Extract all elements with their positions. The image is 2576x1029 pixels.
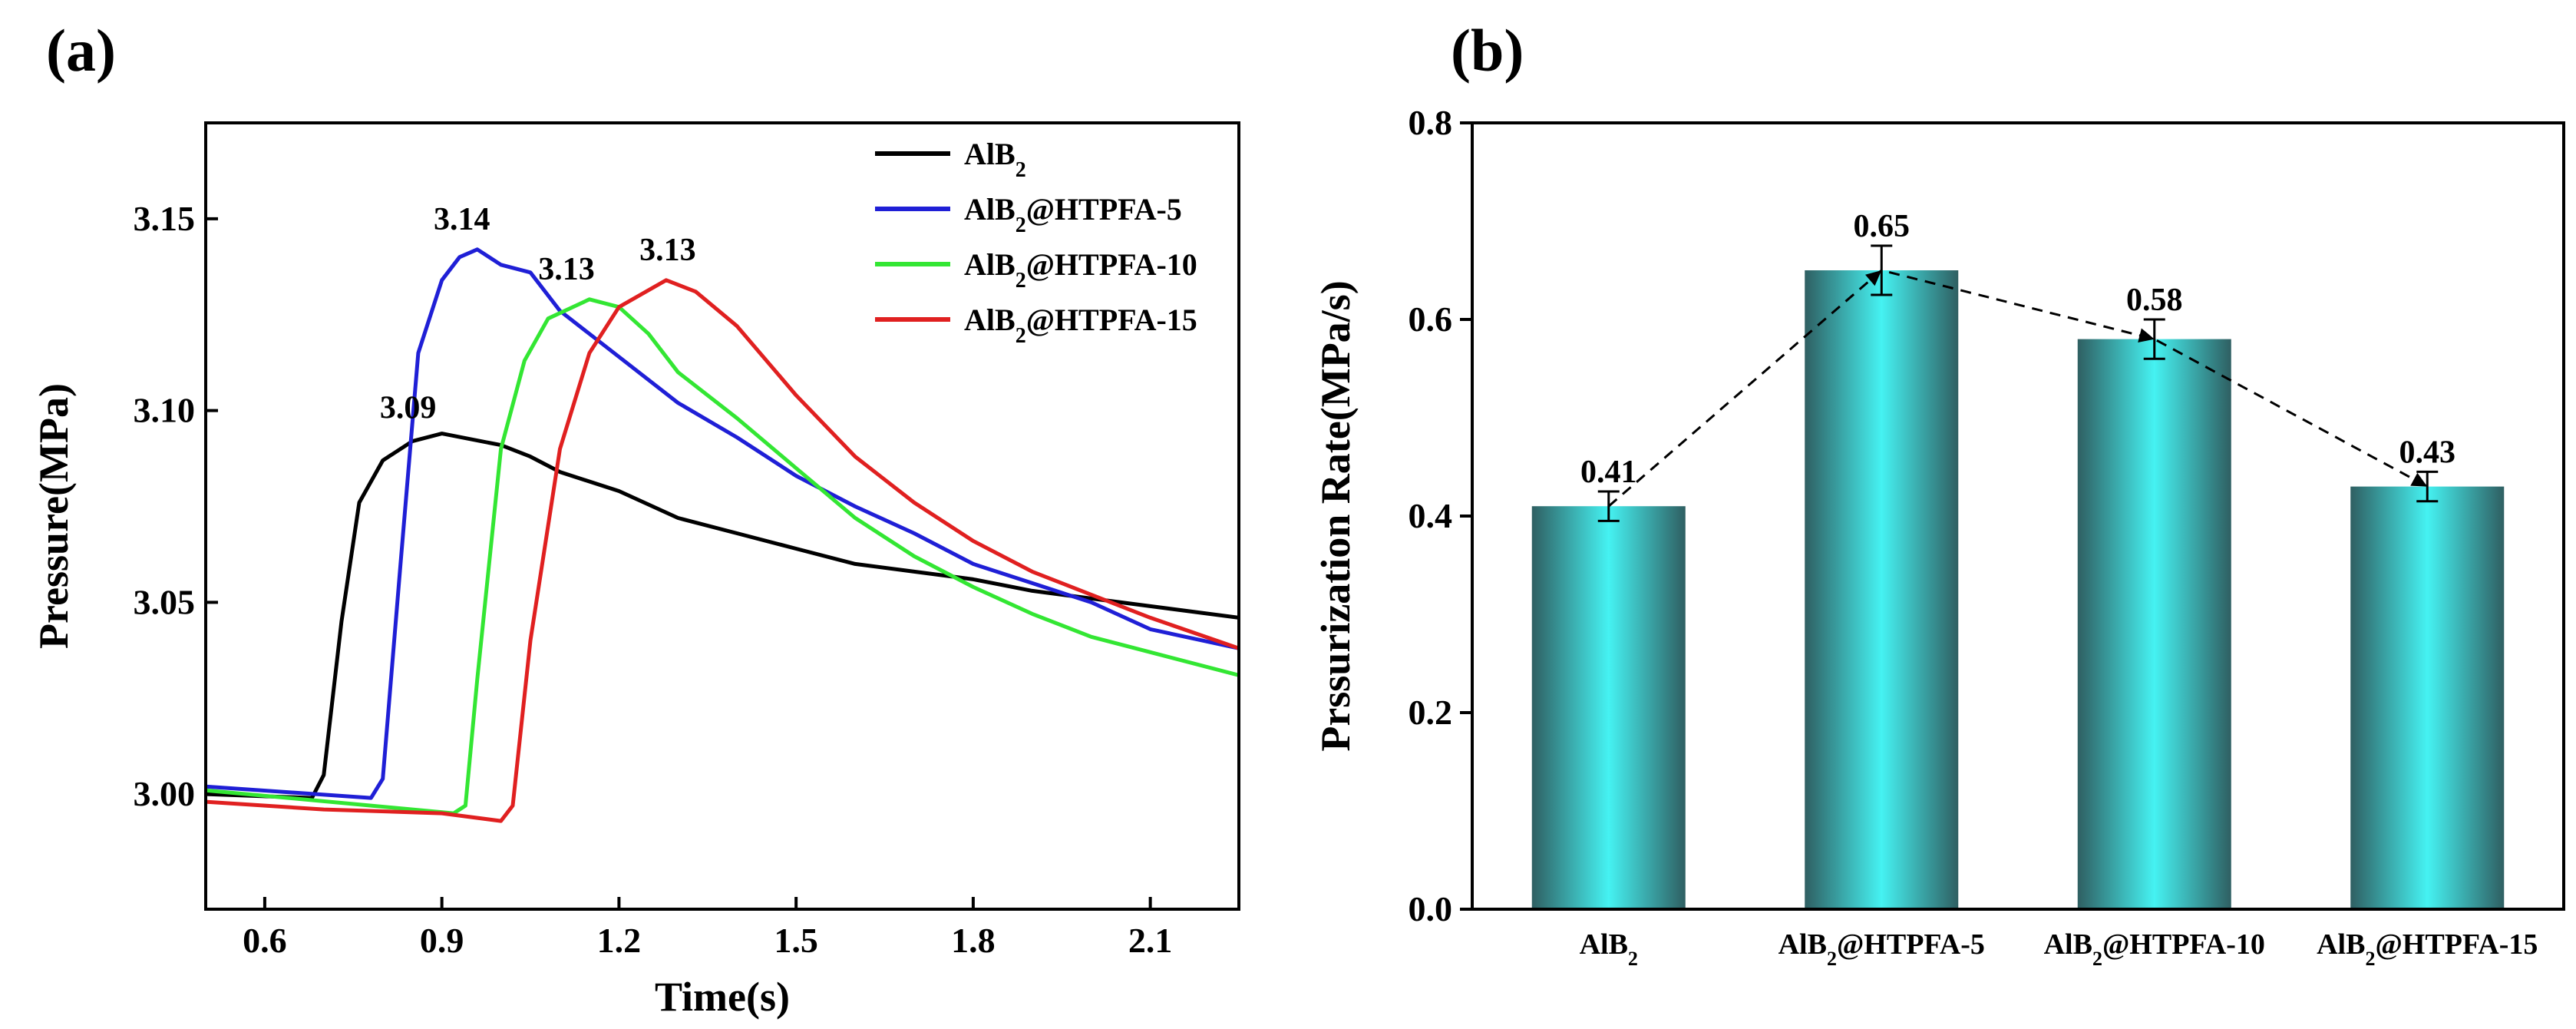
b-y-tick-label: 0.6 (1409, 299, 1453, 339)
b-value-label-1: 0.65 (1854, 209, 1911, 244)
b-bars (1531, 270, 2505, 910)
b-y-tick-label: 0.8 (1409, 103, 1453, 142)
a-legend-label-2: AlB2@HTPFA-10 (964, 247, 1197, 293)
a-y-tick-label: 3.05 (134, 582, 196, 621)
b-bar-3 (2350, 486, 2505, 909)
b-y-tick-label: 0.2 (1409, 693, 1453, 732)
panel-a-line-chart: (a) 3.003.053.103.15 0.6 0.9 1.2 1.5 1.8 2.1 … (31, 17, 1240, 1020)
b-bar-0 (1531, 506, 1686, 909)
a-y-tick-label: 3.15 (134, 199, 196, 238)
b-bar-1 (1805, 270, 1959, 909)
b-y-tick-label: 0.4 (1409, 496, 1453, 535)
b-category-label-1: AlB2@HTPFA-5 (1778, 928, 1985, 970)
b-error-bars (1597, 244, 2439, 522)
a-x-tick-label: 2.1 (1128, 921, 1173, 960)
a-peak-label-0: 3.09 (380, 391, 437, 426)
a-x-tick-label: 1.5 (774, 921, 818, 960)
a-x-ticks: 0.6 0.9 1.2 1.5 1.8 2.1 (243, 897, 1172, 960)
b-value-label-0: 0.41 (1580, 455, 1637, 490)
a-peak-labels: 3.09 3.14 3.13 3.13 (380, 202, 696, 426)
a-peak-label-3: 3.13 (639, 233, 696, 268)
b-value-label-2: 0.58 (2126, 283, 2183, 318)
a-x-tick-label: 1.2 (597, 921, 642, 960)
b-trend-arrowhead-3 (2410, 472, 2428, 487)
b-category-labels: AlB2 AlB2@HTPFA-5 AlB2@HTPFA-10 AlB2@HTPFA-… (1580, 928, 2538, 970)
panel-a-label: (a) (46, 17, 116, 84)
b-y-axis-title: Prssurization Rate(MPa/s) (1313, 280, 1359, 751)
b-y-ticks: 0.0 0.2 0.4 0.6 0.8 (1409, 103, 1472, 928)
b-trend-arrowhead-2 (2138, 328, 2155, 343)
a-legend: AlB2 AlB2@HTPFA-5 AlB2@HTPFA-10 AlB2@HTPFA-… (875, 137, 1197, 348)
a-series-line-0 (206, 432, 1239, 800)
a-series-line-3 (206, 278, 1239, 823)
a-plot-frame (204, 121, 1240, 911)
b-trend-arrowhead-1 (1865, 270, 1882, 286)
a-legend-label-0: AlB2 (964, 137, 1026, 182)
b-trend-path (1607, 269, 2429, 508)
b-value-label-3: 0.43 (2399, 435, 2456, 470)
b-y-tick-label: 0.0 (1409, 889, 1453, 928)
b-bar-2 (2077, 339, 2231, 910)
a-series-line-1 (206, 247, 1239, 800)
a-y-axis-title: Pressure(MPa) (31, 383, 77, 649)
a-x-tick-label: 0.6 (243, 921, 287, 960)
b-category-label-0: AlB2 (1580, 928, 1638, 970)
b-plot-frame (1471, 121, 2565, 911)
a-x-tick-label: 1.8 (951, 921, 996, 960)
a-series-lines (206, 247, 1239, 823)
a-y-tick-label: 3.00 (134, 774, 196, 813)
panel-b-label: (b) (1451, 17, 1524, 84)
a-legend-label-3: AlB2@HTPFA-15 (964, 303, 1197, 348)
a-y-tick-label: 3.10 (134, 391, 196, 430)
b-category-label-3: AlB2@HTPFA-15 (2317, 928, 2538, 970)
a-peak-label-1: 3.14 (434, 202, 490, 237)
a-peak-label-2: 3.13 (538, 252, 595, 287)
a-y-ticks: 3.00 3.05 3.10 3.15 (134, 199, 218, 813)
b-trend-line (1607, 269, 2429, 508)
a-series-line-2 (206, 297, 1239, 816)
b-category-label-2: AlB2@HTPFA-10 (2044, 928, 2265, 970)
a-x-axis-title: Time(s) (655, 974, 790, 1020)
a-legend-label-1: AlB2@HTPFA-5 (964, 192, 1182, 237)
panel-b-bar-chart: (b) 0.0 0.2 0.4 0.6 0.8 0.41 0.65 0.58 0.43 AlB… (1313, 17, 2565, 970)
a-x-tick-label: 0.9 (420, 921, 464, 960)
b-value-labels: 0.41 0.65 0.58 0.43 (1580, 209, 2455, 490)
